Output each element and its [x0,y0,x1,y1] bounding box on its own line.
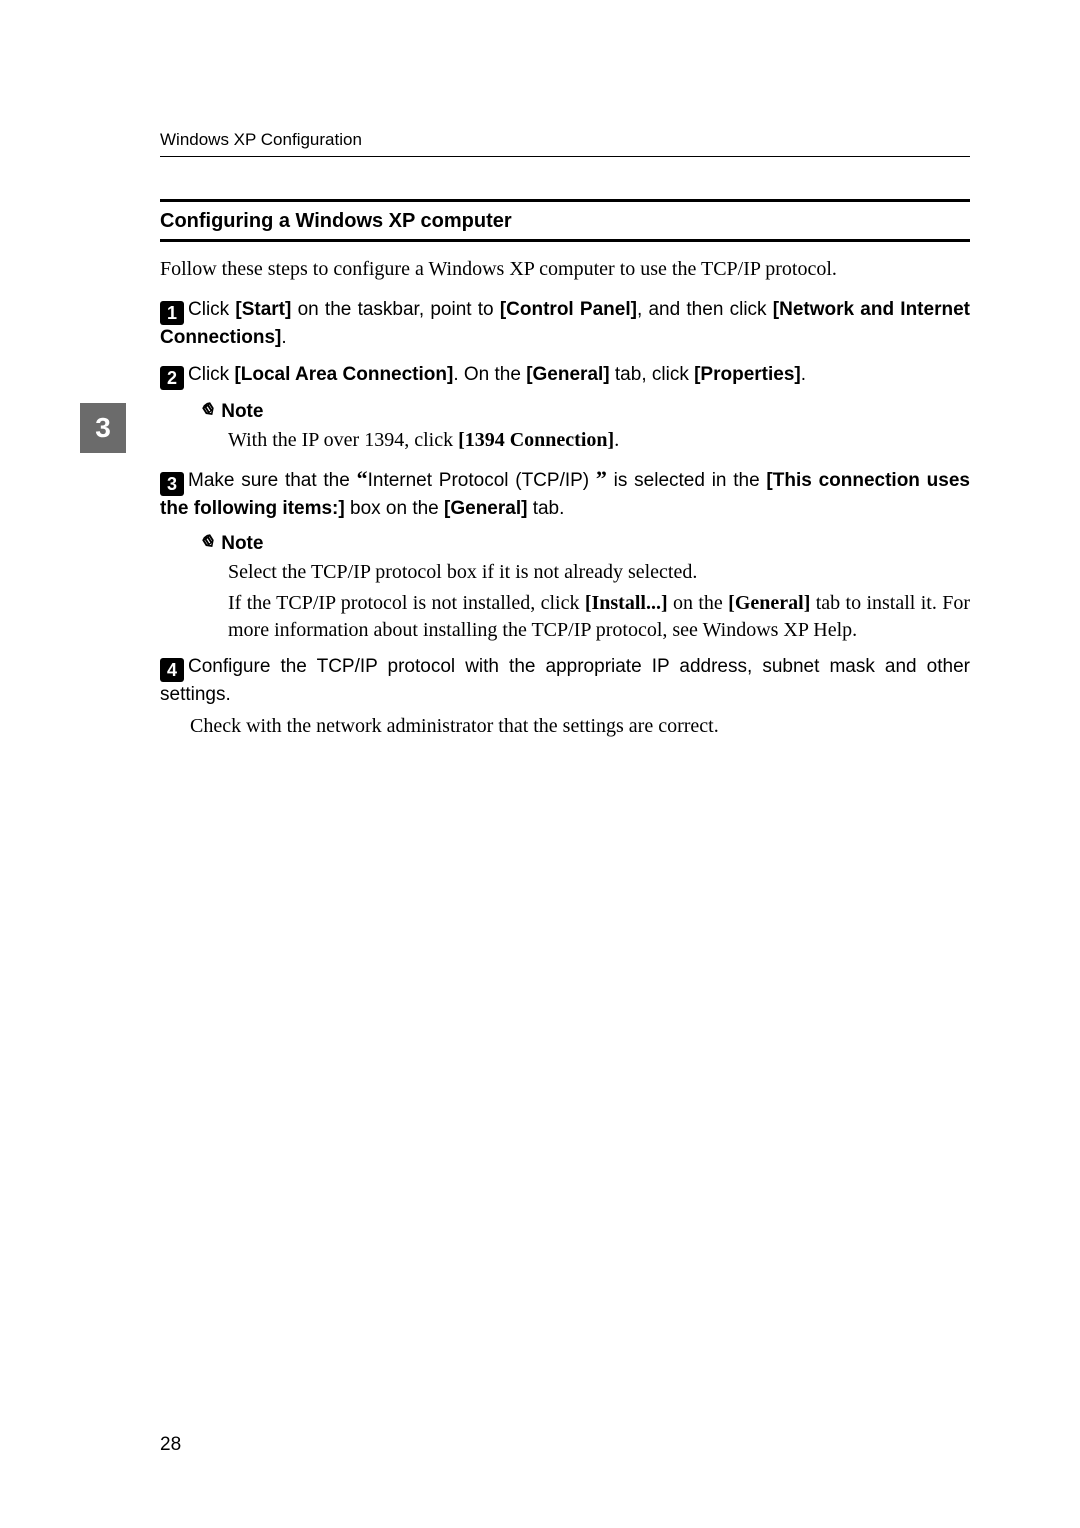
step-4: 4Configure the TCP/IP protocol with the … [160,654,970,709]
step-3-icon: 3 [160,472,184,496]
note-2-line2: If the TCP/IP protocol is not installed,… [228,590,970,644]
section-rule-bottom [160,239,970,242]
pencil-icon: ✎ [195,529,218,556]
page-number: 28 [160,1434,181,1456]
step-2: 2Click [Local Area Connection]. On the [… [160,362,970,390]
step-3-text: Make sure that the “Internet Protocol (T… [160,470,970,519]
note-2-line1: Select the TCP/IP protocol box if it is … [228,559,970,586]
step-4-icon: 4 [160,658,184,682]
step-4-follow: Check with the network administrator tha… [190,715,970,738]
note-2-label: ✎ Note [198,530,970,555]
header-rule [160,156,970,157]
note-2: ✎ Note Select the TCP/IP protocol box if… [198,530,970,644]
section-rule-top [160,199,970,202]
step-2-icon: 2 [160,366,184,390]
section-title: Configuring a Windows XP computer [160,210,970,233]
intro-text: Follow these steps to configure a Window… [160,256,970,283]
page-content: Windows XP Configuration Configuring a W… [0,0,1080,1488]
note-1-text: With the IP over 1394, click [1394 Conne… [228,427,970,454]
step-1-text: Click [Start] on the taskbar, point to [… [160,299,970,348]
step-1: 1Click [Start] on the taskbar, point to … [160,297,970,352]
step-4-text: Configure the TCP/IP protocol with the a… [160,656,970,705]
note-1: ✎ Note With the IP over 1394, click [139… [198,398,970,454]
step-2-text: Click [Local Area Connection]. On the [G… [188,364,806,385]
pencil-icon: ✎ [195,397,218,424]
running-header: Windows XP Configuration [160,130,970,150]
step-3: 3Make sure that the “Internet Protocol (… [160,464,970,523]
step-1-icon: 1 [160,301,184,325]
note-1-label: ✎ Note [198,398,970,423]
